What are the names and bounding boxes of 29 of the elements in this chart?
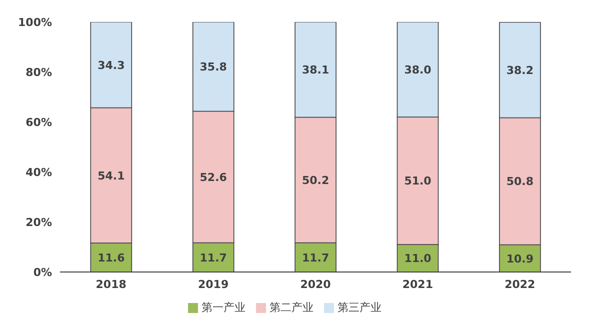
y-tick-label: 60%: [26, 116, 52, 129]
legend-label: 第三产业: [338, 301, 382, 314]
legend-label: 第二产业: [270, 301, 314, 314]
x-tick-label: 2020: [300, 278, 332, 291]
data-label: 51.0: [404, 174, 432, 188]
y-tick-label: 100%: [18, 16, 52, 29]
data-label: 11.6: [98, 251, 126, 264]
legend-label: 第一产业: [202, 301, 246, 314]
y-tick-label: 80%: [26, 66, 52, 79]
y-tick-label: 0%: [33, 266, 52, 279]
data-label: 38.0: [404, 63, 432, 76]
data-label: 50.8: [506, 175, 534, 188]
data-label: 50.2: [302, 174, 330, 187]
data-label: 38.1: [302, 64, 330, 77]
data-label: 11.7: [200, 251, 227, 264]
data-label: 34.3: [98, 58, 125, 72]
data-label: 11.7: [302, 251, 330, 264]
data-label: 10.9: [506, 252, 534, 266]
data-label: 54.1: [98, 169, 125, 182]
data-label: 38.2: [506, 64, 534, 77]
y-tick-label: 20%: [26, 216, 52, 229]
data-label: 35.8: [200, 60, 227, 74]
y-tick-label: 40%: [26, 166, 52, 179]
x-tick-label: 2022: [504, 278, 536, 291]
x-tick-label: 2018: [96, 278, 126, 291]
data-label: 52.6: [200, 170, 228, 184]
x-tick-label: 2019: [198, 278, 229, 291]
x-tick-label: 2021: [402, 278, 434, 291]
data-label: 11.0: [404, 252, 432, 266]
